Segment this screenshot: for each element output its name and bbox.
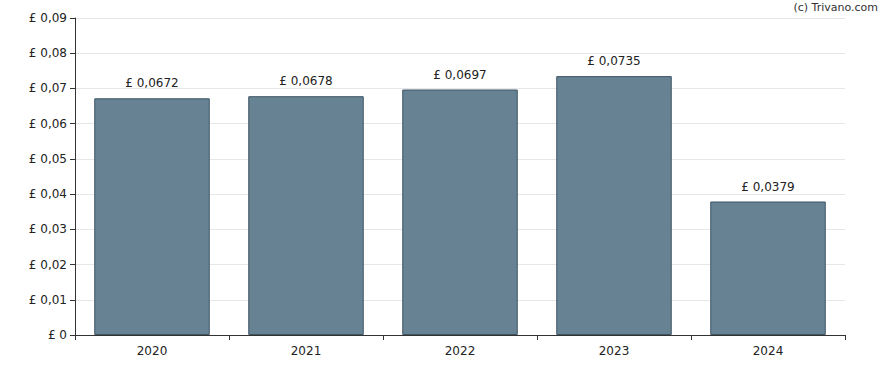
svg-text:£ 0,09: £ 0,09 (29, 11, 67, 25)
svg-text:2024: 2024 (753, 344, 784, 358)
svg-text:£ 0,05: £ 0,05 (29, 152, 67, 166)
svg-text:£ 0,0678: £ 0,0678 (279, 74, 332, 88)
svg-text:£ 0,07: £ 0,07 (29, 81, 67, 95)
svg-text:£ 0,0672: £ 0,0672 (125, 76, 178, 90)
svg-text:2023: 2023 (599, 344, 630, 358)
svg-text:£ 0,04: £ 0,04 (29, 187, 67, 201)
svg-text:£ 0,0735: £ 0,0735 (587, 54, 640, 68)
svg-text:£ 0,02: £ 0,02 (29, 258, 67, 272)
svg-text:£ 0,08: £ 0,08 (29, 46, 67, 60)
svg-text:£ 0,0697: £ 0,0697 (433, 68, 486, 82)
svg-text:£ 0,06: £ 0,06 (29, 117, 67, 131)
svg-text:2020: 2020 (137, 344, 168, 358)
svg-text:2022: 2022 (445, 344, 476, 358)
svg-text:£ 0,03: £ 0,03 (29, 222, 67, 236)
svg-text:(c) Trivano.com: (c) Trivano.com (793, 1, 878, 14)
svg-text:2021: 2021 (291, 344, 322, 358)
svg-text:£ 0,0379: £ 0,0379 (741, 180, 794, 194)
svg-text:£ 0: £ 0 (48, 328, 67, 342)
svg-text:£ 0,01: £ 0,01 (29, 293, 67, 307)
